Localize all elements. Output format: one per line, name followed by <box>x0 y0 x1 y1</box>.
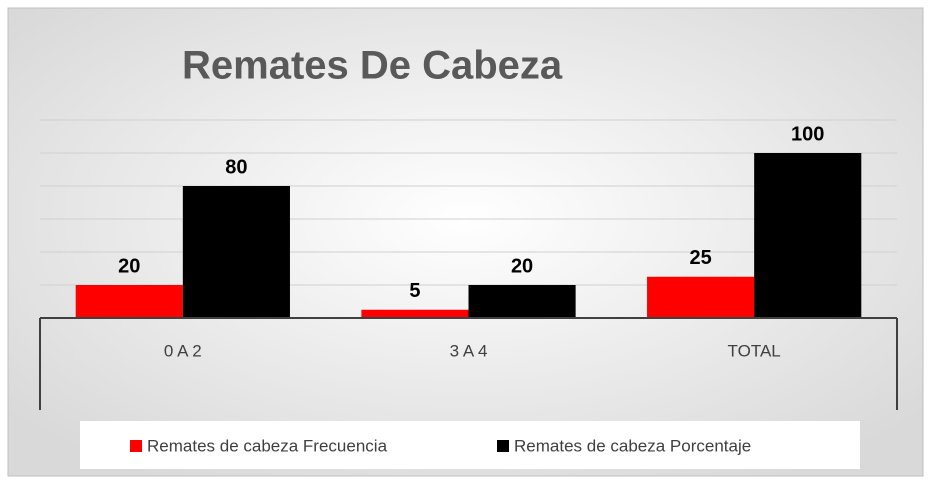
x-tick-label: TOTAL <box>728 341 781 360</box>
legend-box <box>80 421 860 469</box>
bar <box>647 276 755 318</box>
x-tick-label: 0 A 2 <box>164 341 202 360</box>
legend-swatch <box>497 440 509 452</box>
bar <box>75 285 183 318</box>
x-tick-label: 3 A 4 <box>450 341 488 360</box>
data-label: 20 <box>511 255 533 277</box>
legend-label: Remates de cabeza Frecuencia <box>147 436 388 455</box>
bar <box>754 153 862 318</box>
bar <box>182 186 290 318</box>
legend-label: Remates de cabeza Porcentaje <box>514 436 751 455</box>
chart-title: Remates De Cabeza <box>182 44 563 88</box>
bar <box>468 285 576 318</box>
data-label: 20 <box>118 255 140 277</box>
data-label: 5 <box>409 280 420 302</box>
data-label: 100 <box>791 123 824 145</box>
bar <box>361 309 469 318</box>
data-label: 25 <box>689 247 711 269</box>
data-label: 80 <box>225 156 247 178</box>
legend-swatch <box>130 440 142 452</box>
